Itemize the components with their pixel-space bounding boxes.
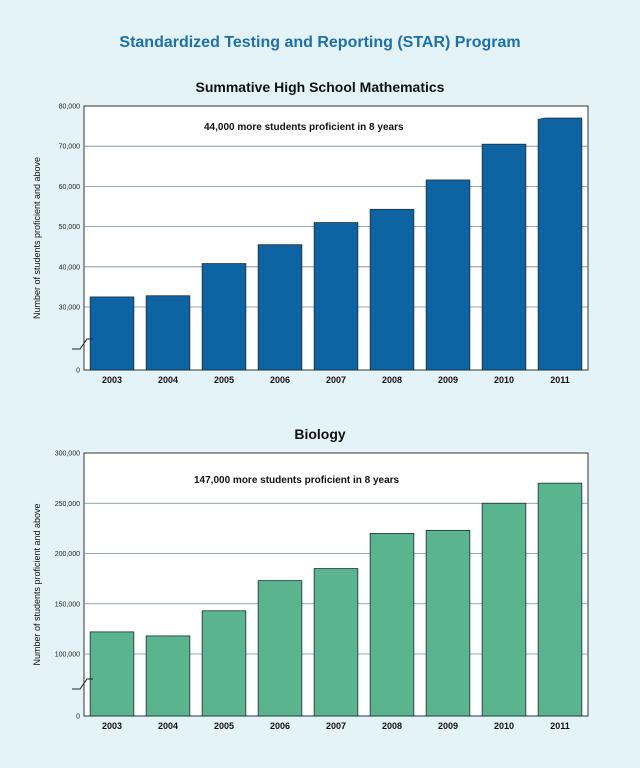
- biology-y-axis-label: Number of students proficient and above: [32, 503, 42, 665]
- math-bar: [313, 222, 359, 371]
- biology-category-label: 2009: [438, 721, 458, 731]
- math-tick-label: 70,000: [59, 144, 81, 151]
- math-bar: [425, 179, 471, 371]
- biology-category-label: 2007: [326, 721, 346, 731]
- biology-category-label: 2003: [102, 721, 122, 731]
- math-bar: [201, 263, 247, 371]
- biology-bar: [481, 502, 527, 717]
- math-category-label: 2003: [102, 375, 122, 385]
- biology-category-label: 2011: [550, 721, 570, 731]
- biology-annotation-text: 147,000 more students proficient in 8 ye…: [194, 475, 400, 486]
- biology-tick-label: 150,000: [55, 601, 80, 608]
- biology-category-label: 2004: [158, 721, 178, 731]
- biology-axis-break: [72, 678, 93, 690]
- math-bar: [481, 143, 527, 371]
- biology-bar: [369, 533, 415, 717]
- math-tick-label: 80,000: [59, 104, 81, 111]
- biology-annotation-callout: [186, 469, 548, 489]
- math-y-axis-label: Number of students proficient and above: [32, 157, 42, 319]
- math-bar: [369, 208, 415, 371]
- math-category-label: 2008: [382, 375, 402, 385]
- math-bar: [145, 295, 191, 371]
- biology-category-label: 2008: [382, 721, 402, 731]
- biology-category-label: 2006: [270, 721, 290, 731]
- math-tick-label: 50,000: [59, 224, 81, 231]
- biology-bar: [257, 580, 303, 717]
- biology-tick-label: 100,000: [55, 652, 80, 659]
- biology-bar: [201, 610, 247, 717]
- math-tick-label: 60,000: [59, 184, 81, 191]
- biology-tick-label: 200,000: [55, 551, 80, 558]
- math-tick-label: 30,000: [59, 305, 81, 312]
- biology-category-label: 2010: [494, 721, 514, 731]
- math-bar: [89, 296, 135, 371]
- math-chart: 0 30,000 40,000 50,000 60,000 70,000 80,000 200…: [32, 104, 589, 385]
- biology-bar: [537, 482, 583, 717]
- math-category-label: 2007: [326, 375, 346, 385]
- biology-bar: [145, 635, 191, 717]
- math-axis-break: [72, 338, 93, 350]
- math-annotation-callout: [196, 116, 548, 136]
- math-category-label: 2005: [214, 375, 234, 385]
- biology-bar: [89, 631, 135, 717]
- biology-bar: [313, 568, 359, 717]
- biology-bar: [425, 529, 471, 717]
- biology-tick-label: 0: [76, 714, 80, 721]
- math-category-label: 2011: [550, 375, 570, 385]
- biology-chart-title: Biology: [294, 426, 346, 442]
- math-bar: [537, 117, 583, 371]
- math-bar: [257, 244, 303, 371]
- math-category-label: 2009: [438, 375, 458, 385]
- biology-chart: 0 100,000 150,000 200,000 250,000 300,000 2003…: [32, 451, 589, 731]
- math-category-label: 2004: [158, 375, 178, 385]
- biology-tick-label: 250,000: [55, 501, 80, 508]
- math-chart-title: Summative High School Mathematics: [195, 79, 445, 95]
- biology-category-label: 2005: [214, 721, 234, 731]
- math-category-label: 2006: [270, 375, 290, 385]
- math-category-label: 2010: [494, 375, 514, 385]
- biology-tick-label: 300,000: [55, 451, 80, 458]
- math-tick-label: 40,000: [59, 264, 81, 271]
- math-tick-label: 0: [76, 368, 80, 375]
- page-title: Standardized Testing and Reporting (STAR…: [119, 34, 521, 51]
- math-annotation-text: 44,000 more students proficient in 8 yea…: [204, 122, 404, 133]
